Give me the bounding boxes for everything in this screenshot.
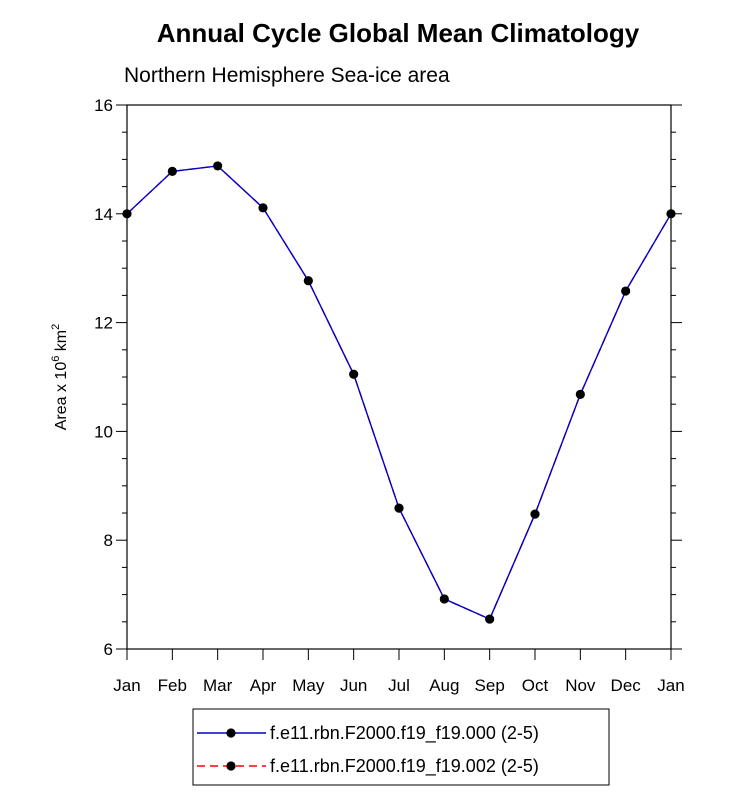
y-tick-label: 6 xyxy=(104,640,113,659)
data-point xyxy=(122,209,132,219)
legend-marker xyxy=(226,761,236,771)
data-point xyxy=(485,614,495,624)
series-line xyxy=(126,165,672,621)
series-line xyxy=(126,165,672,621)
y-tick-label: 8 xyxy=(104,531,113,550)
x-tick-label: Jan xyxy=(113,676,140,695)
x-tick-label: Sep xyxy=(475,676,505,695)
x-tick-label: Jun xyxy=(340,676,367,695)
chart-title: Annual Cycle Global Mean Climatology xyxy=(157,18,640,48)
x-tick-label: May xyxy=(292,676,325,695)
data-point xyxy=(349,369,359,379)
data-point xyxy=(258,203,268,213)
data-point xyxy=(303,276,313,286)
series-layer xyxy=(122,161,676,624)
y-tick-label: 10 xyxy=(94,422,113,441)
legend: f.e11.rbn.F2000.f19_f19.000 (2-5) f.e11.r… xyxy=(197,723,539,777)
x-tick-label: Dec xyxy=(611,676,642,695)
data-point xyxy=(394,503,404,513)
x-tick-label: Jan xyxy=(657,676,684,695)
plot-frame xyxy=(126,104,672,650)
data-point xyxy=(621,286,631,296)
data-point xyxy=(439,594,449,604)
legend-marker xyxy=(226,728,236,738)
x-tick-label: Feb xyxy=(158,676,187,695)
y-tick-label: 14 xyxy=(94,205,113,224)
data-point xyxy=(530,509,540,519)
legend-box xyxy=(192,708,610,786)
y-tick-label: 12 xyxy=(94,314,113,333)
legend-label: f.e11.rbn.F2000.f19_f19.002 (2-5) xyxy=(270,756,539,777)
x-tick-label: Mar xyxy=(203,676,233,695)
y-axis-label-exponent-1: 6 xyxy=(50,356,62,362)
chart-subtitle: Northern Hemisphere Sea-ice area xyxy=(124,64,450,87)
data-point xyxy=(167,166,177,176)
y-axis-label-exponent-2: 2 xyxy=(50,324,62,330)
axes: 6 8 10 12 14 16 Jan Feb Mar Apr May Jun Jul Aug Sep Oct… xyxy=(94,96,685,695)
x-tick-label: Nov xyxy=(565,676,596,695)
data-point xyxy=(666,209,676,219)
y-tick-label: 16 xyxy=(94,96,113,115)
x-tick-label: Apr xyxy=(250,676,277,695)
data-point xyxy=(575,389,585,400)
x-tick-label: Aug xyxy=(429,676,459,695)
y-axis-label: Area x 106 km2 xyxy=(50,324,70,431)
legend-label: f.e11.rbn.F2000.f19_f19.000 (2-5) xyxy=(270,723,539,744)
x-tick-label: Jul xyxy=(388,676,410,695)
data-point xyxy=(213,161,223,171)
y-axis-label-unit: km xyxy=(53,330,70,356)
y-axis-label-base: Area x 10 xyxy=(53,362,70,431)
x-tick-label: Oct xyxy=(522,676,549,695)
